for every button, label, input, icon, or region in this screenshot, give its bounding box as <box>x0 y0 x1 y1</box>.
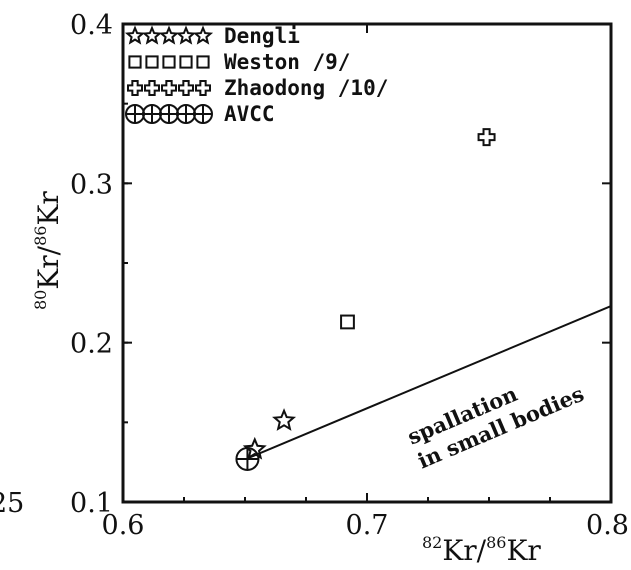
legend-marker-star <box>192 25 214 45</box>
legend-entry: Dengli <box>124 24 300 48</box>
legend-entry: Weston /9/ <box>128 50 350 74</box>
point-star <box>272 408 297 431</box>
legend-label: Dengli <box>224 24 300 48</box>
legend-marker-cross <box>144 80 160 96</box>
y-axis-title: 80Kr/86Kr <box>31 191 65 310</box>
legend-marker-square <box>196 55 210 69</box>
point-cross <box>477 128 496 147</box>
legend-label: AVCC <box>224 102 275 126</box>
y-axis-isotope-a: 80 <box>31 290 50 310</box>
legend-marker-star <box>175 25 197 45</box>
y-axis-isotope-b: 86 <box>31 226 50 246</box>
point-star <box>242 436 267 460</box>
tick-labels: 0.6 0.7 0.8 0.1 0.2 0.3 0.4 <box>70 10 629 541</box>
legend-entry: AVCC <box>125 102 275 126</box>
y-tick-label: 0.1 <box>70 488 113 519</box>
y-axis-mid: Kr/ <box>32 245 65 289</box>
point-square <box>340 314 355 330</box>
legend-entry: Zhaodong /10/ <box>127 76 388 100</box>
legend-marker-circle-cross <box>193 104 213 124</box>
left-edge-fragment: 25 <box>0 488 24 519</box>
x-axis-isotope-b: 86 <box>486 533 506 552</box>
spallation-line-group <box>249 305 611 459</box>
legend-marker-square <box>179 55 193 69</box>
y-tick-label: 0.2 <box>70 329 113 360</box>
legend-marker-circle-cross <box>125 104 145 124</box>
point-circle-cross <box>235 446 260 471</box>
legend-label: Zhaodong /10/ <box>224 76 388 100</box>
annotation-group: spallation in small bodies <box>404 381 588 474</box>
x-axis-tail: Kr <box>506 534 541 567</box>
legend-marker-square <box>162 55 176 69</box>
x-axis-mid: Kr/ <box>442 534 486 567</box>
legend-marker-square <box>145 55 159 69</box>
legend-marker-cross <box>127 80 143 96</box>
data-points <box>235 128 496 471</box>
legend-marker-circle-cross <box>142 104 162 124</box>
legend-marker-circle-cross <box>176 104 196 124</box>
legend-label: Weston /9/ <box>224 50 350 74</box>
x-tick-label: 0.8 <box>586 510 629 541</box>
legend-marker-circle-cross <box>159 104 179 124</box>
x-tick-label: 0.6 <box>102 510 145 541</box>
legend-marker-star <box>124 25 146 45</box>
x-axis-title: 82Kr/86Kr <box>422 533 541 567</box>
y-axis-tail: Kr <box>32 191 65 226</box>
axis-ticks <box>122 23 612 503</box>
legend-marker-cross <box>161 80 177 96</box>
spallation-line <box>249 305 611 459</box>
y-tick-label: 0.3 <box>70 169 113 200</box>
y-tick-label: 0.4 <box>70 10 113 41</box>
legend-marker-square <box>128 55 142 69</box>
legend-marker-cross <box>195 80 211 96</box>
legend-marker-star <box>158 25 180 45</box>
legend-marker-cross <box>178 80 194 96</box>
x-tick-label: 0.7 <box>346 510 389 541</box>
legend-marker-star <box>141 25 163 45</box>
x-axis-isotope-a: 82 <box>422 533 442 552</box>
